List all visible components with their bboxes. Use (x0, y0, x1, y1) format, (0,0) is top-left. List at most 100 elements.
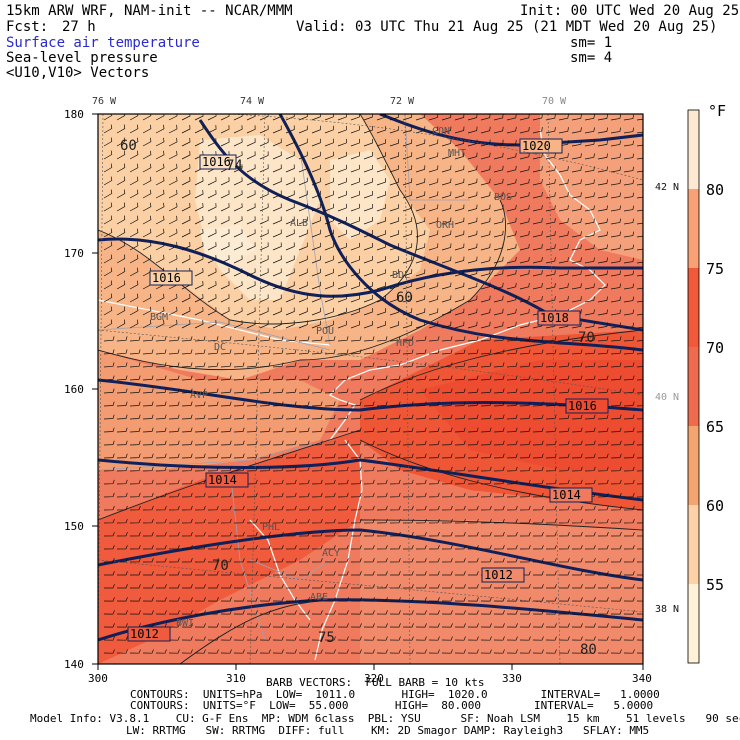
wind-barb (350, 281, 360, 290)
wind-barb (441, 308, 452, 316)
wind-barb (389, 282, 400, 290)
wind-barb (636, 600, 643, 602)
wind-barb (181, 492, 193, 498)
wind-barb (636, 248, 643, 251)
wind-barb (298, 255, 308, 264)
wind-barb (441, 636, 453, 641)
wind-barb (584, 283, 595, 290)
station-bdl: BDL (392, 270, 410, 281)
wind-barb (168, 505, 180, 511)
wind-barb (467, 518, 479, 524)
wind-barb (324, 307, 334, 316)
wind-barb (454, 243, 465, 251)
wind-barb (545, 296, 556, 303)
wind-barb (571, 362, 583, 368)
pressure-label-1016-w: 1016 (152, 271, 181, 285)
wind-barb (350, 388, 362, 394)
wind-barb (520, 584, 531, 589)
wind-barb (428, 217, 439, 225)
wind-barb (519, 165, 530, 173)
wind-barb (298, 177, 308, 186)
wind-barb (584, 466, 596, 472)
x-label-320: 320 (364, 672, 384, 685)
wind-barb (402, 126, 413, 134)
wind-barb (285, 125, 295, 134)
wind-barb (493, 453, 505, 459)
wind-barb (285, 623, 297, 628)
wind-barb (519, 269, 530, 277)
wind-barb (246, 203, 256, 212)
wind-barb (428, 531, 440, 537)
wind-barb (324, 427, 336, 433)
wind-barb (272, 466, 284, 472)
wind-barb (311, 190, 321, 199)
wind-barb (194, 215, 204, 225)
wind-barb (506, 308, 517, 316)
wind-barb (428, 388, 440, 394)
wind-barb (558, 205, 569, 212)
wind-barb (415, 256, 426, 264)
wind-barb (272, 190, 282, 199)
wind-barb (454, 321, 465, 329)
wind-barb (181, 306, 191, 316)
wind-barb (324, 190, 334, 199)
wind-barb (298, 203, 308, 212)
wind-barb (584, 179, 595, 186)
wind-barb (129, 597, 141, 602)
wind-barb (181, 228, 191, 238)
wind-barb (610, 388, 622, 394)
wind-barb (311, 216, 321, 225)
wind-barb (350, 125, 360, 134)
wind-barb (246, 479, 258, 485)
wind-barb (558, 231, 569, 238)
wind-barb (454, 545, 466, 550)
footer-contours-temperature: CONTOURS: UNITS=°F LOW= 55.000 HIGH= 80.… (130, 699, 654, 712)
footer-model-info-1: Model Info: V3.8.1 CU: G-F Ens MP: WDM 6… (30, 712, 740, 725)
wind-barb (142, 349, 154, 355)
wind-barb (454, 230, 465, 238)
wind-barb (129, 610, 141, 615)
station-mht: MHT (448, 148, 466, 159)
wind-barb (259, 320, 269, 329)
wind-barb (519, 623, 531, 628)
wind-barb (285, 375, 297, 381)
wind-barb (363, 440, 375, 446)
wind-barb (168, 427, 180, 433)
wind-barb (506, 531, 518, 537)
wind-barb (155, 401, 167, 407)
wind-barb (610, 336, 622, 342)
wind-barb (389, 165, 400, 173)
wind-barb (636, 457, 643, 459)
wind-barb (532, 283, 543, 290)
wind-barb (194, 189, 204, 199)
wind-barb (220, 505, 232, 511)
wind-barb (597, 140, 608, 147)
wind-barb (467, 139, 478, 147)
field-surface-temp-smoothing: sm= 1 (570, 35, 613, 51)
wind-barb (181, 202, 191, 212)
wind-barb (623, 218, 635, 225)
wind-barb (337, 138, 347, 147)
wind-barb (636, 353, 643, 355)
wind-barb (377, 571, 388, 576)
wind-barb (376, 152, 387, 160)
wind-barb (402, 492, 414, 498)
wind-barb (519, 349, 531, 355)
lon-74w: 74 W (240, 96, 265, 107)
wind-barb (194, 202, 204, 212)
wind-barb (441, 375, 453, 381)
temperature-field (98, 114, 643, 664)
wind-barb (207, 610, 219, 615)
temp-label-70-e: 70 (578, 330, 595, 346)
wind-barb (493, 336, 505, 342)
wind-barb (532, 114, 543, 121)
wind-barb (597, 636, 609, 641)
wind-barb (558, 636, 570, 641)
wind-barb (415, 308, 426, 316)
wind-barb (506, 349, 518, 355)
wind-barb (571, 558, 583, 563)
wind-barb (194, 479, 206, 485)
wind-barb (571, 453, 583, 459)
wind-barb (519, 308, 530, 316)
wind-barb (324, 255, 334, 264)
